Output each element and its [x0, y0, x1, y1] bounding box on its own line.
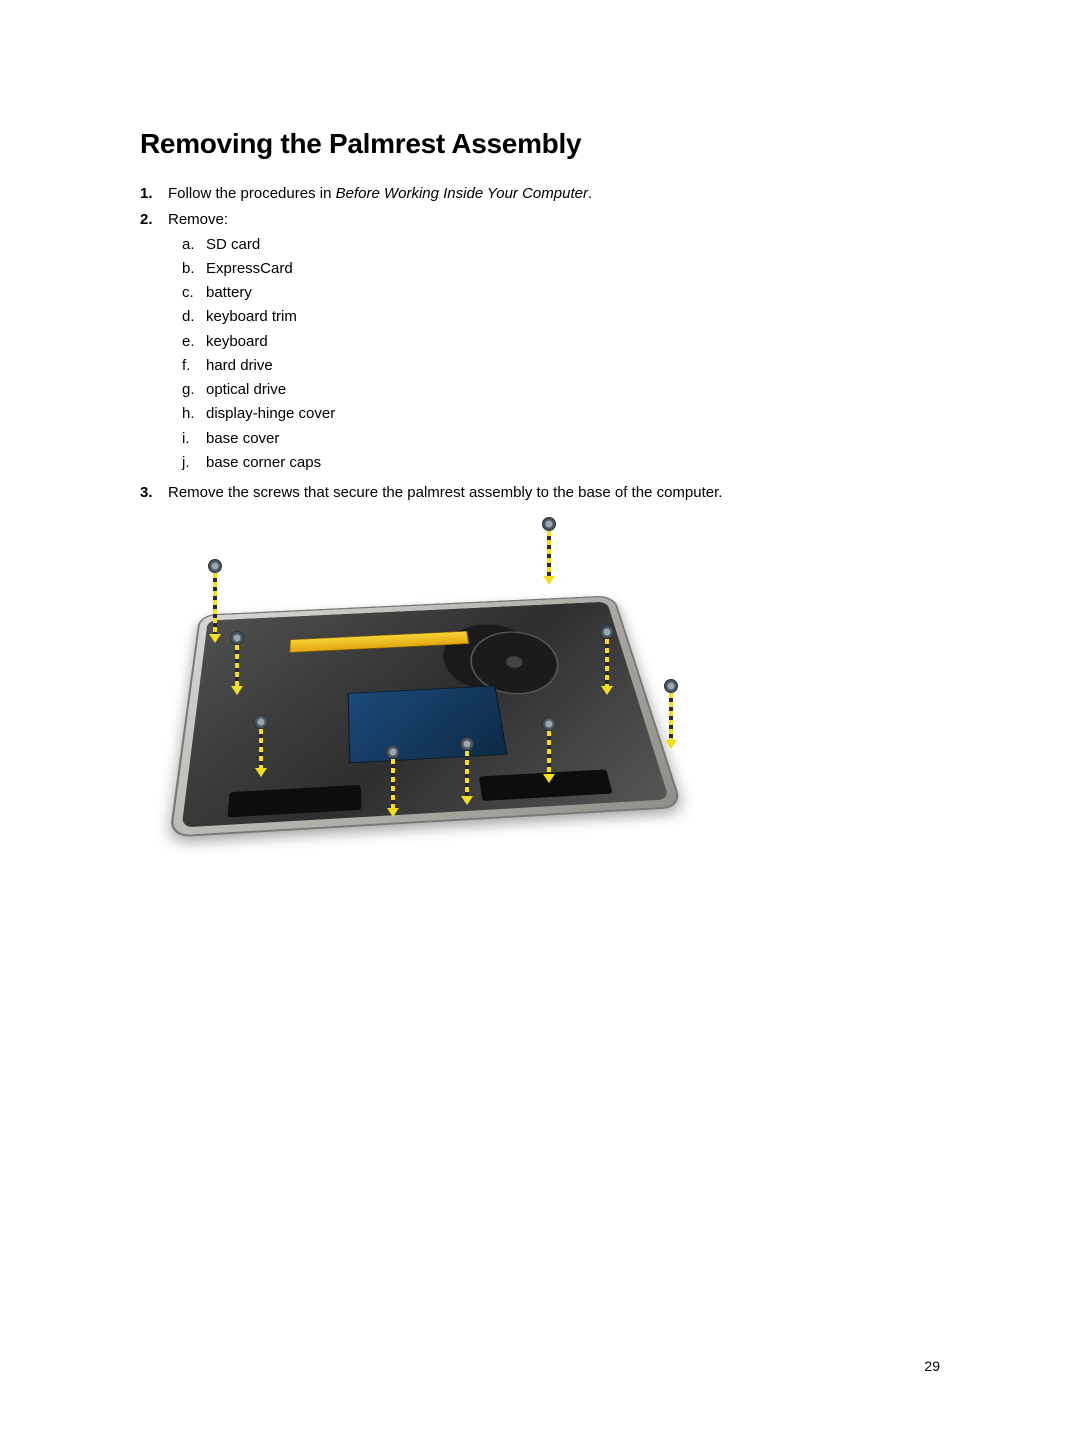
sub-text: base corner caps [206, 453, 321, 473]
step-text-prefix: Follow the procedures in [168, 185, 336, 202]
chassis-inner [182, 602, 670, 828]
screw-callout-icon [664, 679, 678, 693]
step-number: 2. [140, 210, 168, 477]
sub-text: optical drive [206, 380, 286, 400]
sub-marker: c. [182, 283, 206, 303]
list-item: i.base cover [168, 429, 940, 449]
screw-head-icon [664, 679, 678, 693]
sub-marker: a. [182, 235, 206, 255]
sub-marker: f. [182, 356, 206, 376]
list-item: b.ExpressCard [168, 259, 940, 279]
sub-marker: h. [182, 404, 206, 424]
port-slot [479, 770, 613, 802]
sub-text: hard drive [206, 356, 273, 376]
remove-sublist: a.SD card b.ExpressCard c.battery d.keyb… [168, 235, 940, 474]
step-text: Follow the procedures in Before Working … [168, 184, 940, 204]
sub-text: keyboard [206, 332, 268, 352]
screw-head-icon [208, 559, 222, 573]
step-2-text: Remove: [168, 211, 228, 228]
sub-marker: i. [182, 429, 206, 449]
sub-marker: b. [182, 259, 206, 279]
sub-text: keyboard trim [206, 307, 297, 327]
figure-laptop-base [168, 517, 688, 857]
arrow-down-icon [547, 531, 551, 577]
mainboard [348, 686, 508, 764]
list-item: e.keyboard [168, 332, 940, 352]
sub-marker: g. [182, 380, 206, 400]
page-content: Removing the Palmrest Assembly 1. Follow… [0, 0, 1080, 917]
sub-text: SD card [206, 235, 260, 255]
sub-text: ExpressCard [206, 259, 293, 279]
arrow-down-icon [669, 693, 673, 741]
list-item: a.SD card [168, 235, 940, 255]
step-text: Remove the screws that secure the palmre… [168, 483, 940, 503]
list-item: c.battery [168, 283, 940, 303]
port-slot [228, 785, 362, 818]
screw-callout-icon [542, 517, 556, 531]
screw-callout-icon [208, 559, 222, 573]
list-item: j.base corner caps [168, 453, 940, 473]
step-text-italic: Before Working Inside Your Computer [336, 185, 588, 202]
sub-marker: j. [182, 453, 206, 473]
step-number: 1. [140, 184, 168, 204]
page-number: 29 [924, 1358, 940, 1374]
sub-text: base cover [206, 429, 279, 449]
screw-head-icon [542, 517, 556, 531]
ordered-steps: 1. Follow the procedures in Before Worki… [140, 184, 940, 503]
sub-marker: d. [182, 307, 206, 327]
chassis-illustration [169, 596, 683, 838]
step-number: 3. [140, 483, 168, 503]
page-title: Removing the Palmrest Assembly [140, 128, 940, 160]
step-text: Remove: a.SD card b.ExpressCard c.batter… [168, 210, 940, 477]
step-text-suffix: . [588, 185, 592, 202]
sub-text: display-hinge cover [206, 404, 335, 424]
step-2: 2. Remove: a.SD card b.ExpressCard c.bat… [140, 210, 940, 477]
step-1: 1. Follow the procedures in Before Worki… [140, 184, 940, 204]
step-3: 3. Remove the screws that secure the pal… [140, 483, 940, 503]
list-item: d.keyboard trim [168, 307, 940, 327]
sub-text: battery [206, 283, 252, 303]
warning-strip [289, 631, 469, 653]
list-item: f.hard drive [168, 356, 940, 376]
list-item: g.optical drive [168, 380, 940, 400]
list-item: h.display-hinge cover [168, 404, 940, 424]
sub-marker: e. [182, 332, 206, 352]
